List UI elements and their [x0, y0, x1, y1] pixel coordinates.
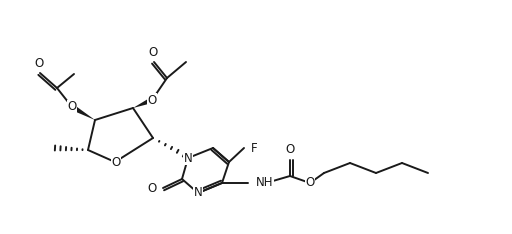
Text: O: O	[285, 143, 294, 156]
Text: O: O	[112, 156, 121, 168]
Text: O: O	[305, 176, 315, 190]
Text: O: O	[148, 182, 157, 194]
Text: N: N	[194, 186, 202, 200]
Text: O: O	[148, 46, 158, 59]
Text: O: O	[147, 94, 157, 106]
Text: NH: NH	[256, 176, 273, 190]
Text: O: O	[34, 57, 44, 70]
Text: F: F	[251, 142, 258, 154]
Polygon shape	[133, 97, 153, 108]
Text: N: N	[184, 151, 193, 165]
Polygon shape	[71, 104, 95, 120]
Text: O: O	[68, 100, 77, 113]
